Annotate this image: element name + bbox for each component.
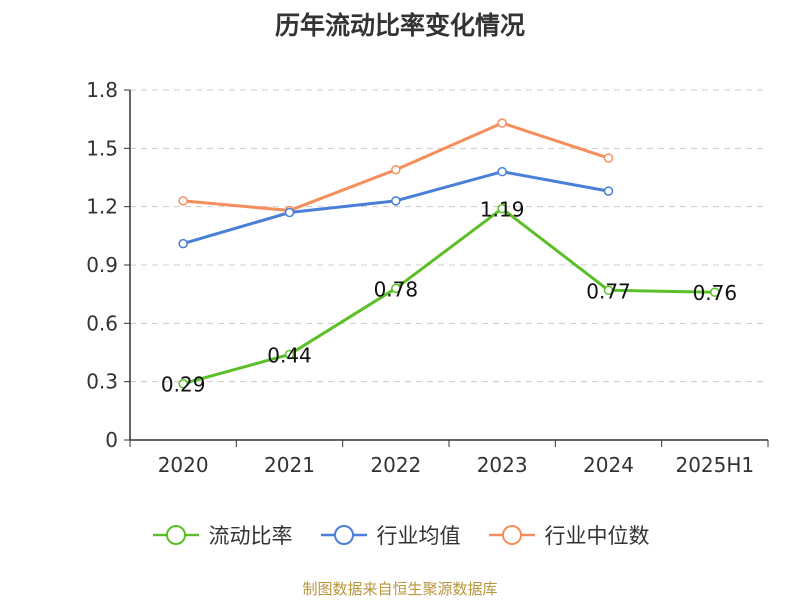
y-tick-label: 0 [105, 428, 118, 452]
data-label: 0.44 [267, 343, 312, 367]
legend-marker-icon [488, 525, 535, 545]
data-point [603, 186, 614, 196]
x-tick-label: 2023 [477, 453, 528, 477]
data-label: 0.77 [586, 279, 631, 303]
data-point [497, 118, 507, 128]
data-point [391, 164, 401, 175]
legend-label: 流动比率 [208, 524, 293, 548]
chart-title: 历年流动比率变化情况 [274, 11, 525, 40]
legend-item[interactable]: 行业中位数 [487, 520, 650, 550]
legend-label: 行业中位数 [544, 524, 650, 548]
y-tick-label: 1.2 [86, 195, 118, 219]
legend-marker-icon [320, 525, 367, 545]
x-tick-label: 2020 [158, 453, 209, 477]
legend-item[interactable]: 流动比率 [151, 520, 293, 550]
x-tick-label: 2024 [583, 453, 634, 477]
data-point [391, 283, 401, 294]
x-tick-label: 2022 [370, 453, 421, 477]
legend-label: 行业均值 [376, 524, 461, 548]
data-label: 0.29 [161, 373, 206, 397]
legend-marker-icon [152, 525, 199, 545]
data-point [391, 196, 401, 206]
data-label: 0.76 [693, 281, 738, 305]
y-tick-label: 0.6 [86, 311, 118, 335]
data-point [710, 287, 720, 297]
legend: 流动比率 行业均值 行业中位数 [0, 520, 800, 550]
y-tick-label: 0.9 [86, 253, 118, 277]
data-point [284, 349, 295, 360]
y-tick-label: 1.8 [86, 78, 118, 102]
y-tick-label: 1.5 [86, 136, 118, 160]
data-point [178, 196, 188, 206]
y-tick-label: 0.3 [86, 370, 118, 394]
data-label: 1.19 [480, 198, 525, 222]
data-label: 0.78 [374, 277, 419, 301]
series-line [182, 207, 715, 386]
data-point [497, 203, 507, 214]
data-point [178, 238, 188, 249]
data-point [497, 166, 507, 177]
x-tick-label: 2021 [264, 453, 315, 477]
data-point [603, 153, 614, 163]
source-note: 制图数据来自恒生聚源数据库 [302, 580, 498, 598]
data-point [178, 378, 188, 389]
legend-item[interactable]: 行业均值 [319, 520, 461, 550]
data-point [284, 207, 295, 218]
data-point [603, 285, 614, 296]
x-tick-label: 2025H1 [675, 453, 754, 477]
